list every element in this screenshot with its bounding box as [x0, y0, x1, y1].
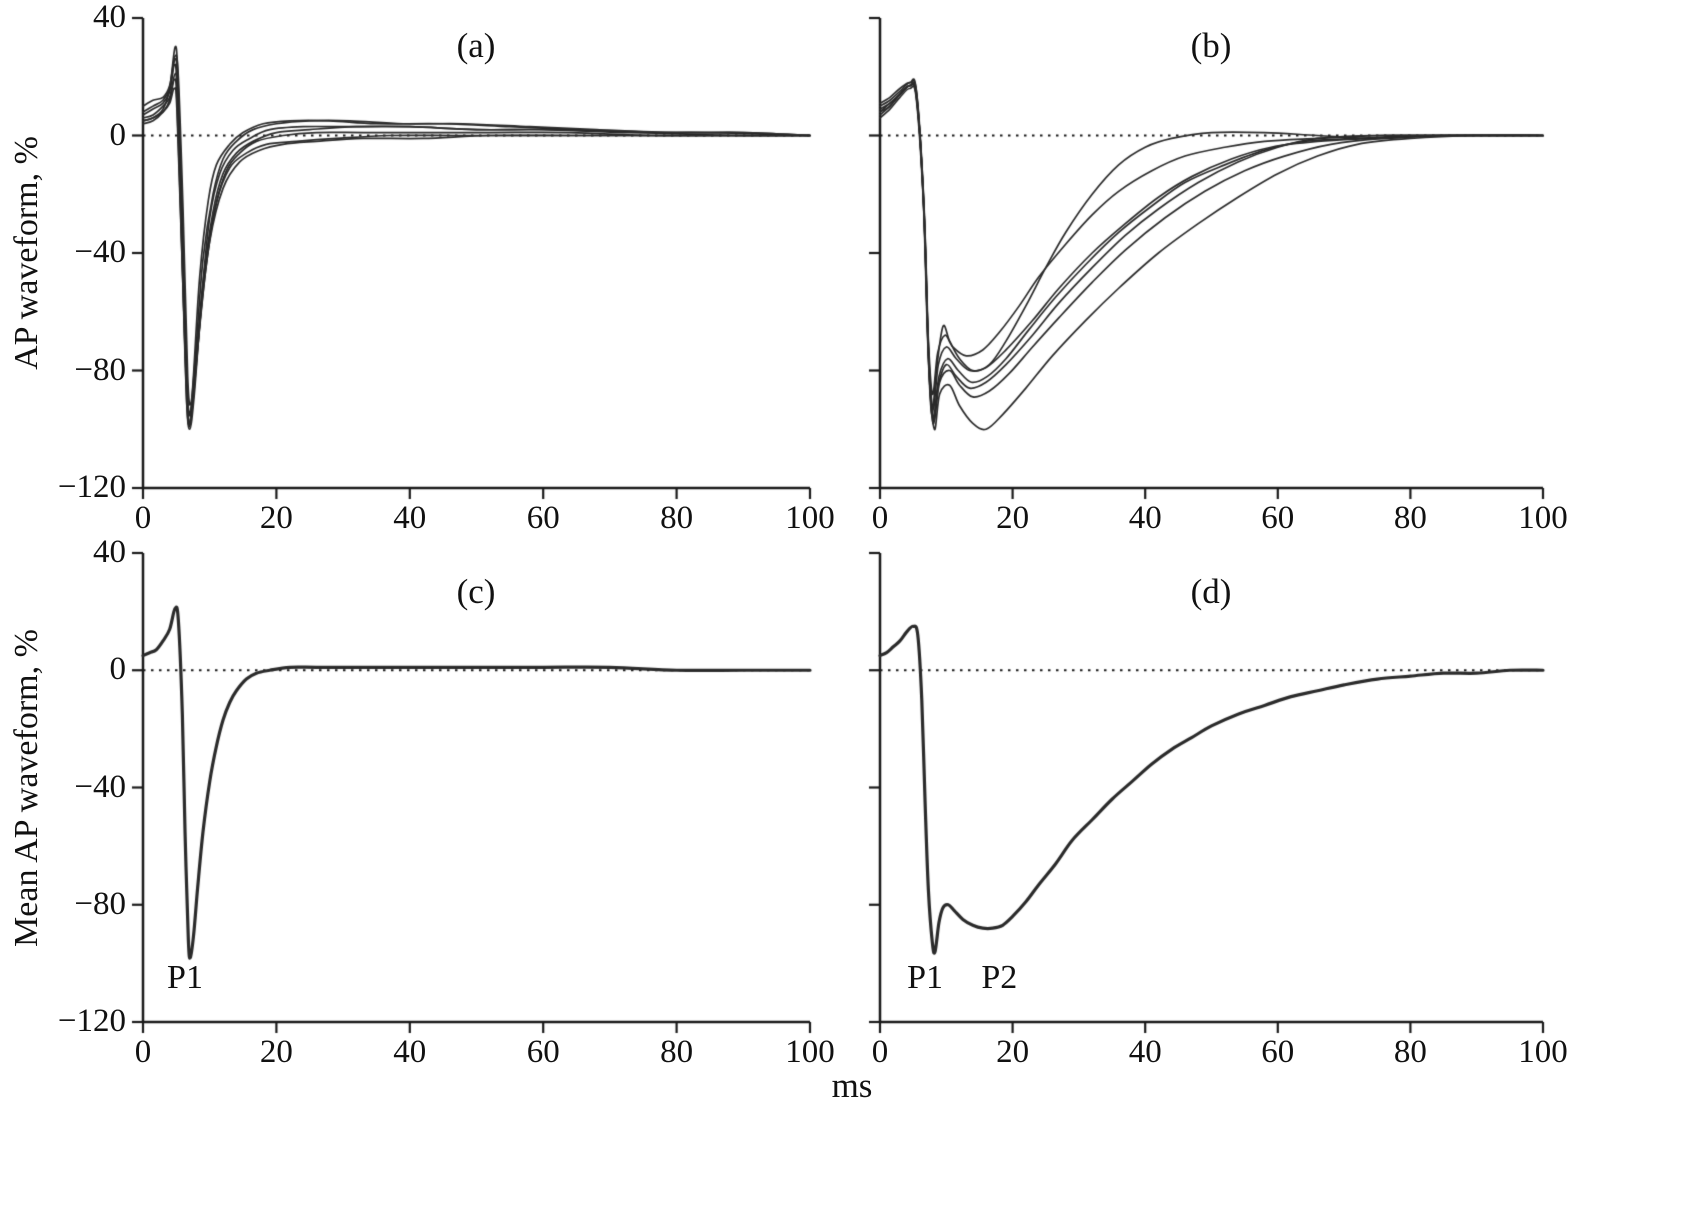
x-tick-label-a: 80	[660, 500, 694, 536]
x-tick-label-c: 100	[785, 1034, 835, 1070]
y-tick-label-c: −80	[74, 885, 126, 922]
x-tick-label-a: 100	[785, 500, 835, 536]
x-tick-label-d: 80	[1393, 1034, 1427, 1070]
y-axis-title-bottom: Mean AP waveform, %	[8, 629, 45, 947]
x-tick-label-b: 40	[1128, 500, 1162, 536]
x-tick-label-d: 60	[1261, 1034, 1295, 1070]
x-tick-label-d: 40	[1128, 1034, 1162, 1070]
y-tick-label-c: −120	[57, 1002, 126, 1039]
panel-b-label: (b)	[1190, 26, 1232, 65]
annotation-d-p1: P1	[907, 959, 944, 997]
y-axis-title-top: AP waveform, %	[8, 136, 45, 370]
x-tick-label-d: 20	[996, 1034, 1030, 1070]
annotation-c-p1: P1	[167, 959, 203, 997]
y-tick-label-c: 0	[109, 651, 127, 688]
x-tick-label-c: 80	[660, 1034, 694, 1070]
x-axis-title: ms	[831, 1066, 873, 1105]
annotation-d-p2: P2	[981, 959, 1018, 997]
y-tick-label-a: −80	[74, 351, 126, 388]
x-tick-label-a: 20	[259, 500, 293, 536]
y-tick-label-a: −40	[74, 233, 126, 270]
y-tick-label-c: −40	[74, 768, 126, 805]
x-tick-label-a: 60	[526, 500, 560, 536]
x-tick-label-b: 80	[1393, 500, 1427, 536]
y-tick-label-c: 40	[93, 533, 126, 570]
x-tick-label-d: 0	[871, 1034, 889, 1070]
panel-a-label: (a)	[456, 26, 496, 65]
x-tick-label-b: 100	[1518, 500, 1568, 536]
x-tick-label-b: 60	[1261, 500, 1295, 536]
y-tick-label-a: 0	[109, 116, 127, 153]
x-tick-label-b: 20	[996, 500, 1030, 536]
x-tick-label-a: 40	[393, 500, 427, 536]
panel-d-label: (d)	[1190, 572, 1232, 611]
y-tick-label-a: 40	[93, 0, 126, 35]
y-tick-label-a: −120	[57, 468, 126, 505]
x-tick-label-c: 60	[526, 1034, 560, 1070]
panel-c-label: (c)	[456, 572, 496, 611]
x-tick-label-b: 0	[871, 500, 889, 536]
x-tick-label-c: 40	[393, 1034, 427, 1070]
x-tick-label-c: 20	[259, 1034, 293, 1070]
x-tick-label-c: 0	[134, 1034, 152, 1070]
x-tick-label-d: 100	[1518, 1034, 1568, 1070]
x-tick-label-a: 0	[134, 500, 152, 536]
